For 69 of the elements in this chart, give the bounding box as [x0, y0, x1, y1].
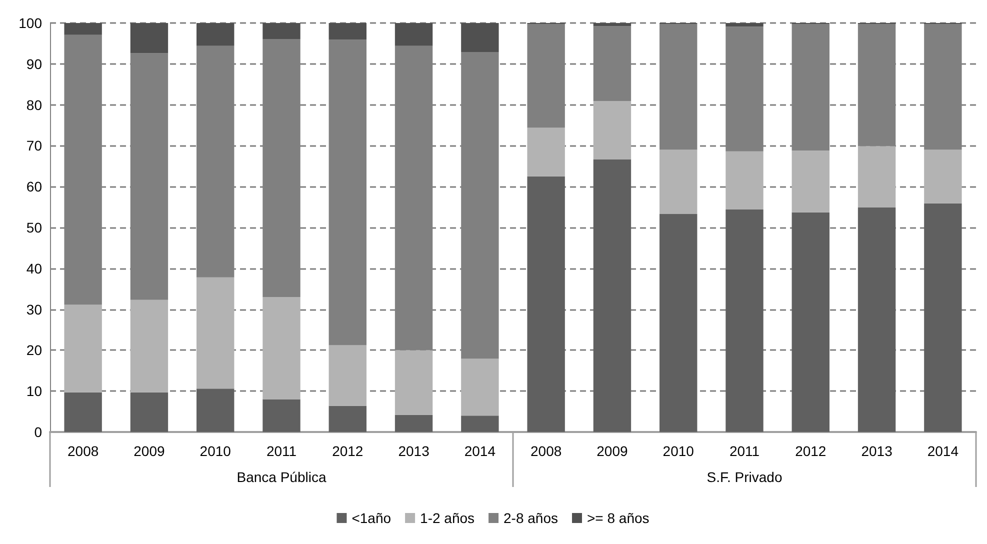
- bar: [527, 128, 565, 176]
- x-tick-label: 2008: [67, 443, 99, 459]
- bar: [130, 23, 168, 54]
- bar: [328, 406, 366, 432]
- bar: [461, 23, 499, 52]
- x-tick-label: 2009: [134, 443, 165, 459]
- y-tick-label: 70: [26, 138, 42, 154]
- bar: [924, 150, 962, 204]
- y-tick-label: 40: [26, 260, 42, 276]
- bar: [461, 416, 499, 432]
- bar: [394, 350, 433, 415]
- bar: [726, 210, 764, 432]
- bar: [262, 399, 300, 432]
- x-tick-label: 2014: [927, 443, 959, 459]
- bar: [328, 345, 366, 406]
- bar: [660, 150, 698, 214]
- y-tick-label: 30: [26, 301, 42, 318]
- y-tick-label: 20: [26, 342, 42, 358]
- bar: [593, 101, 632, 160]
- bar: [64, 304, 102, 392]
- bar: [726, 151, 764, 210]
- x-tick-label: 2011: [729, 443, 760, 459]
- bar: [328, 40, 366, 346]
- bar: [593, 23, 632, 26]
- y-tick-label: 80: [26, 96, 42, 113]
- x-tick-label: 2009: [596, 443, 628, 459]
- bar: [196, 277, 234, 389]
- y-tick-label: 90: [26, 56, 42, 72]
- bar: [394, 23, 433, 46]
- bar: [924, 203, 962, 432]
- bar: [593, 159, 632, 432]
- x-tick-label: 2011: [266, 443, 297, 459]
- legend-label: >= 8 años: [587, 510, 650, 526]
- x-tick-label: 2013: [861, 443, 893, 459]
- x-tick-label: 2010: [662, 443, 694, 459]
- bar: [196, 23, 234, 46]
- y-tick-label: 10: [26, 383, 42, 400]
- bar: [196, 388, 234, 432]
- bar: [64, 392, 102, 432]
- x-tick-label: 2012: [795, 443, 826, 459]
- bar: [858, 146, 896, 208]
- x-tick-label: 2008: [530, 443, 562, 459]
- bar: [64, 23, 102, 35]
- x-tick-label: 2014: [464, 443, 496, 459]
- y-tick-label: 50: [26, 220, 42, 236]
- text: Banca Pública: [236, 469, 326, 485]
- y-tick-label: 100: [18, 15, 42, 31]
- legend-label: <1año: [352, 510, 392, 526]
- bar: [858, 207, 896, 432]
- bar: [792, 150, 830, 212]
- y-tick-label: 0: [34, 424, 42, 440]
- x-tick-label: 2013: [398, 443, 430, 459]
- text: S.F. Privado: [706, 469, 782, 485]
- bar: [130, 392, 168, 432]
- bar: [792, 212, 830, 432]
- bar: [660, 214, 698, 432]
- bar: [461, 358, 499, 416]
- x-tick-label: 2012: [332, 443, 364, 459]
- legend-label: 1-2 años: [420, 510, 475, 526]
- x-tick-label: 2010: [200, 443, 232, 459]
- y-tick-label: 60: [26, 178, 42, 195]
- legend-label: 2-8 años: [504, 510, 558, 526]
- bar: [130, 300, 168, 392]
- bar: [726, 23, 764, 27]
- bar: [328, 23, 366, 40]
- bar: [262, 297, 300, 400]
- bar: [394, 414, 433, 432]
- bar: [262, 23, 300, 39]
- bar: [527, 176, 565, 432]
